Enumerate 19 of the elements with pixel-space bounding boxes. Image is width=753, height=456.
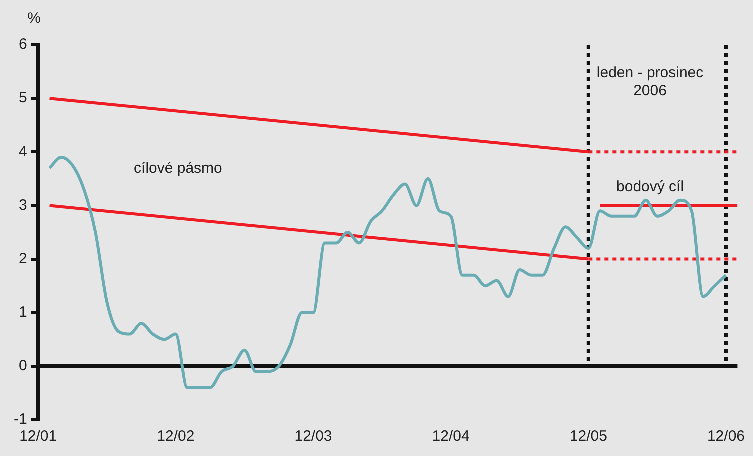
y-tick-label: 0 [18, 358, 28, 375]
x-tick-label: 12/04 [432, 428, 470, 446]
x-tick-label: 12/06 [707, 428, 746, 446]
y-tick-label: 1 [18, 304, 28, 321]
x-tick-label: 12/01 [20, 428, 58, 446]
x-tick-label: 12/02 [157, 428, 195, 446]
x-tick-label: 12/05 [570, 428, 608, 446]
x-tick-label: 12/03 [294, 428, 332, 446]
y-tick-label: 6 [18, 36, 28, 54]
y-tick-label: 2 [18, 250, 28, 268]
y-tick-label: 4 [18, 143, 28, 160]
y-tick-label: 3 [18, 196, 28, 214]
y-axis-title: % [28, 10, 42, 28]
y-tick-label: 5 [18, 90, 28, 107]
annotation: bodový cíl [616, 178, 684, 196]
annotation: leden - prosinec 2006 [596, 64, 704, 100]
annotation: cílové pásmo [134, 160, 222, 177]
line-series [48, 156, 728, 390]
y-tick-label: -1 [14, 411, 28, 428]
